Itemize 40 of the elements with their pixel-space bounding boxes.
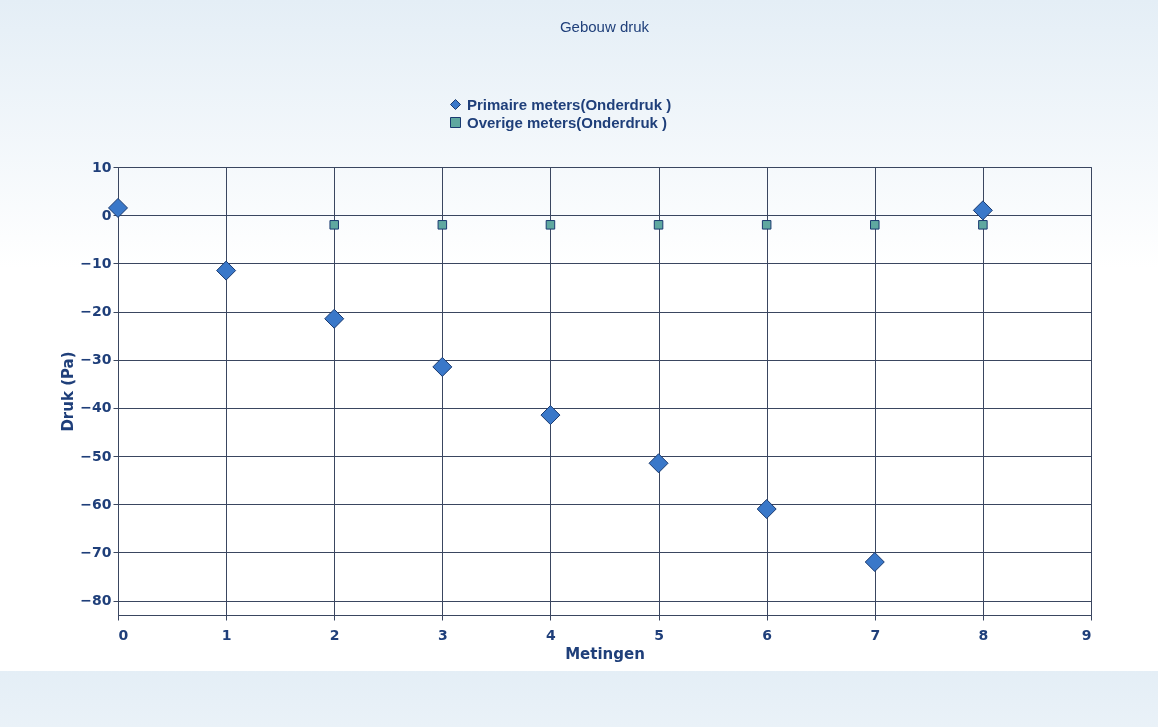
- y-tick-label: −50: [80, 447, 112, 464]
- chart-title: Gebouw druk: [559, 18, 650, 35]
- point: [870, 220, 880, 230]
- point: [761, 220, 772, 230]
- point: [756, 499, 777, 520]
- point: [329, 220, 339, 230]
- x-tick-label: 9: [1081, 626, 1092, 643]
- y-tick-label: −30: [80, 351, 112, 368]
- x-tick-label: 5: [654, 626, 664, 643]
- point: [864, 552, 885, 573]
- x-axis-title: Metingen: [565, 644, 645, 663]
- point: [437, 220, 448, 230]
- x-tick-label: 8: [978, 626, 989, 643]
- y-tick-label: 10: [92, 158, 112, 175]
- x-tick-label: 1: [221, 626, 232, 643]
- y-tick-label: −40: [80, 399, 112, 416]
- y-axis-title: Druk (Pa): [59, 351, 78, 432]
- y-tick-label: −80: [80, 592, 112, 609]
- x-tick-label: 3: [437, 626, 448, 643]
- y-tick-label: 0: [101, 206, 112, 223]
- x-tick-label: 2: [329, 626, 340, 643]
- point: [653, 220, 664, 230]
- x-tick-label: 0: [118, 626, 129, 643]
- legend-label: Overige meters(Onderdruk ): [467, 113, 668, 131]
- point: [216, 260, 237, 281]
- x-tick-label: 6: [762, 626, 773, 643]
- y-tick-label: −20: [80, 303, 112, 320]
- y-tick-label: −70: [80, 543, 112, 560]
- point: [978, 220, 988, 230]
- point: [972, 200, 993, 221]
- y-tick-label: −10: [80, 254, 112, 271]
- point: [545, 220, 556, 230]
- x-tick-label: 4: [546, 626, 557, 643]
- point: [324, 308, 345, 329]
- point: [540, 405, 561, 426]
- point: [648, 453, 669, 474]
- y-tick-label: −60: [80, 495, 112, 512]
- point: [432, 356, 453, 377]
- legend-label: Primaire meters(Onderdruk ): [467, 95, 672, 113]
- x-tick-label: 7: [870, 626, 881, 643]
